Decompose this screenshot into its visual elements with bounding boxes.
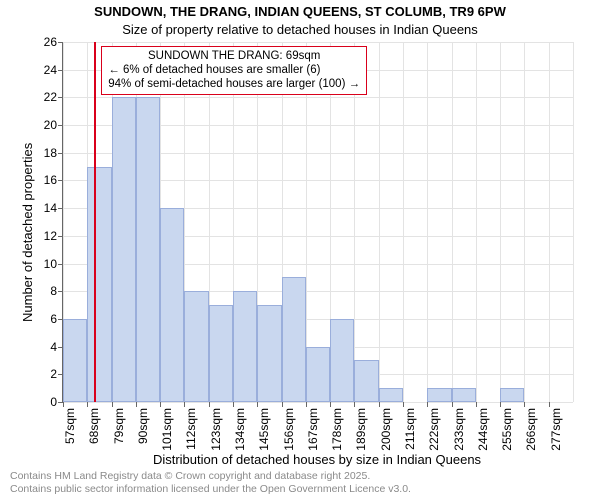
xtick (379, 402, 380, 407)
footer-line-2: Contains public sector information licen… (10, 483, 411, 496)
xtick-label: 189sqm (354, 408, 368, 451)
xtick (87, 402, 88, 407)
ytick-label: 22 (44, 90, 57, 104)
bar (330, 319, 354, 402)
xtick (476, 402, 477, 407)
ytick-label: 10 (44, 257, 57, 271)
gridline-v (427, 42, 428, 402)
xtick-label: 233sqm (452, 408, 466, 451)
bar (452, 388, 476, 402)
xtick (403, 402, 404, 407)
bar (136, 97, 160, 402)
xtick-label: 112sqm (184, 408, 198, 450)
xtick-label: 178sqm (330, 408, 344, 451)
xtick-label: 68sqm (87, 408, 101, 444)
histogram-chart: SUNDOWN, THE DRANG, INDIAN QUEENS, ST CO… (0, 0, 600, 500)
gridline-v (573, 42, 574, 402)
bar (160, 208, 184, 402)
ytick-label: 0 (50, 395, 57, 409)
xtick (549, 402, 550, 407)
bar (427, 388, 451, 402)
xtick (500, 402, 501, 407)
bar (87, 167, 111, 402)
xtick (184, 402, 185, 407)
xtick-label: 79sqm (112, 408, 126, 444)
xtick (63, 402, 64, 407)
bar (282, 277, 306, 402)
gridline-h (63, 402, 573, 403)
gridline-v (379, 42, 380, 402)
bar (379, 388, 403, 402)
bar (354, 360, 378, 402)
ytick-label: 4 (50, 340, 57, 354)
x-axis-label: Distribution of detached houses by size … (62, 452, 572, 467)
xtick (160, 402, 161, 407)
gridline-h (63, 42, 573, 43)
ytick-label: 14 (44, 201, 57, 215)
xtick (257, 402, 258, 407)
gridline-v (354, 42, 355, 402)
xtick-label: 156sqm (282, 408, 296, 451)
plot-area: 0246810121416182022242657sqm68sqm79sqm90… (62, 42, 573, 403)
ytick-label: 16 (44, 173, 57, 187)
gridline-v (549, 42, 550, 402)
xtick-label: 244sqm (476, 408, 490, 451)
ytick-label: 12 (44, 229, 57, 243)
xtick-label: 90sqm (136, 408, 150, 444)
gridline-v (403, 42, 404, 402)
xtick (282, 402, 283, 407)
ytick-label: 2 (50, 367, 57, 381)
xtick (330, 402, 331, 407)
xtick (306, 402, 307, 407)
footer-attribution: Contains HM Land Registry data © Crown c… (10, 470, 411, 495)
bar (112, 97, 136, 402)
bar (63, 319, 87, 402)
gridline-v (476, 42, 477, 402)
y-axis-label: Number of detached properties (20, 143, 35, 322)
xtick-label: 167sqm (306, 408, 320, 451)
xtick-label: 101sqm (160, 408, 174, 451)
bar (500, 388, 524, 402)
annotation-box: SUNDOWN THE DRANG: 69sqm← 6% of detached… (101, 46, 367, 95)
chart-subtitle: Size of property relative to detached ho… (0, 22, 600, 37)
xtick (452, 402, 453, 407)
xtick-label: 200sqm (379, 408, 393, 451)
ytick-label: 26 (44, 35, 57, 49)
ytick-label: 20 (44, 118, 57, 132)
bar (306, 347, 330, 402)
xtick (427, 402, 428, 407)
xtick-label: 266sqm (524, 408, 538, 451)
gridline-v (524, 42, 525, 402)
footer-line-1: Contains HM Land Registry data © Crown c… (10, 470, 411, 483)
xtick-label: 123sqm (209, 408, 223, 451)
xtick (112, 402, 113, 407)
xtick (233, 402, 234, 407)
gridline-v (500, 42, 501, 402)
xtick (209, 402, 210, 407)
gridline-v (452, 42, 453, 402)
bar (184, 291, 208, 402)
bar (257, 305, 281, 402)
annotation-line: 94% of semi-detached houses are larger (… (108, 77, 360, 91)
reference-line (94, 42, 96, 402)
ytick-label: 24 (44, 63, 57, 77)
xtick-label: 277sqm (549, 408, 563, 451)
bar (209, 305, 233, 402)
xtick (354, 402, 355, 407)
xtick (136, 402, 137, 407)
xtick-label: 134sqm (233, 408, 247, 451)
xtick-label: 255sqm (500, 408, 514, 451)
chart-title: SUNDOWN, THE DRANG, INDIAN QUEENS, ST CO… (0, 4, 600, 19)
annotation-line: SUNDOWN THE DRANG: 69sqm (108, 49, 360, 63)
ytick-label: 18 (44, 146, 57, 160)
ytick-label: 6 (50, 312, 57, 326)
xtick (524, 402, 525, 407)
bar (233, 291, 257, 402)
xtick-label: 57sqm (63, 408, 77, 444)
ytick-label: 8 (50, 284, 57, 298)
xtick-label: 211sqm (403, 408, 417, 450)
xtick-label: 222sqm (427, 408, 441, 451)
annotation-line: ← 6% of detached houses are smaller (6) (108, 63, 360, 77)
xtick-label: 145sqm (257, 408, 271, 451)
